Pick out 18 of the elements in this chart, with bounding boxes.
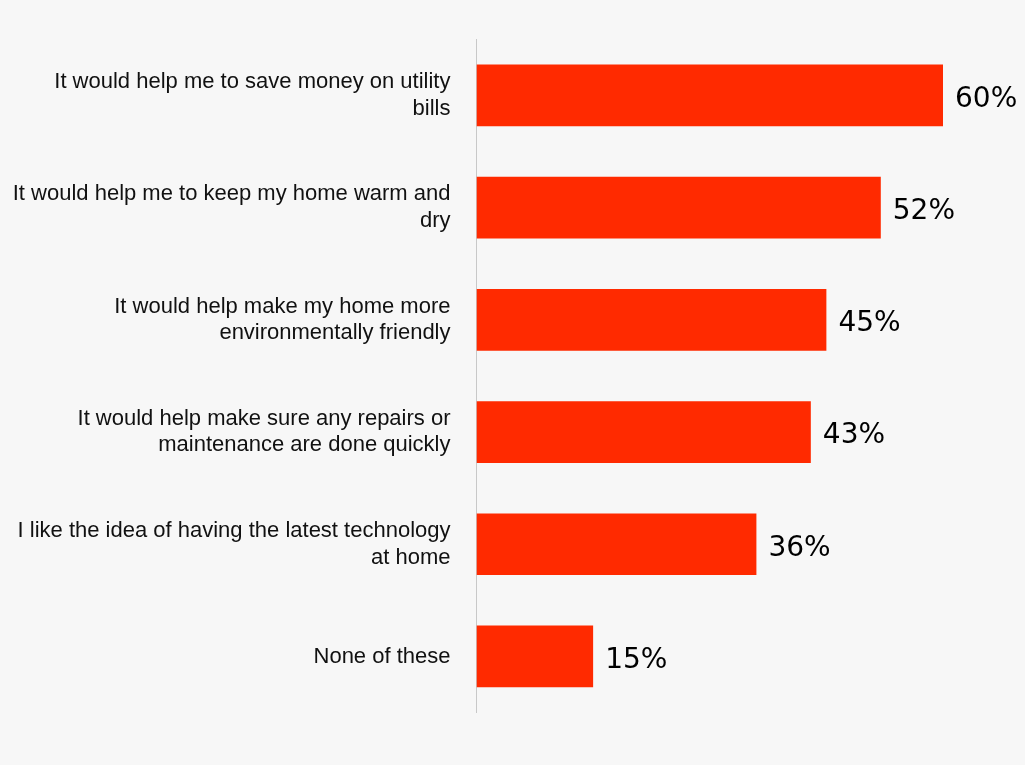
bar [476, 625, 594, 688]
y-tick-label: It would help make my home more environmentally friendly [114, 292, 451, 345]
bar [476, 513, 757, 576]
data-label: 60% [955, 80, 1018, 114]
bar [476, 64, 943, 127]
y-tick-label: None of these [313, 642, 451, 668]
data-label: 36% [768, 529, 831, 563]
bar [476, 401, 811, 463]
bar [476, 176, 881, 239]
data-label: 52% [892, 192, 956, 226]
y-tick-label: It would help make sure any repairs or maintenance are done quickly [77, 404, 451, 457]
y-tick-label: It would help me to keep my home warm and dry [12, 180, 451, 232]
data-label: 45% [838, 305, 901, 339]
data-label: 15% [605, 641, 668, 675]
data-label: 43% [822, 417, 886, 451]
y-tick-label: I like the idea of having the latest technology at home [17, 517, 451, 569]
y-tick-label: It would help me to save money on utility bills [54, 68, 451, 120]
bar [476, 288, 827, 351]
